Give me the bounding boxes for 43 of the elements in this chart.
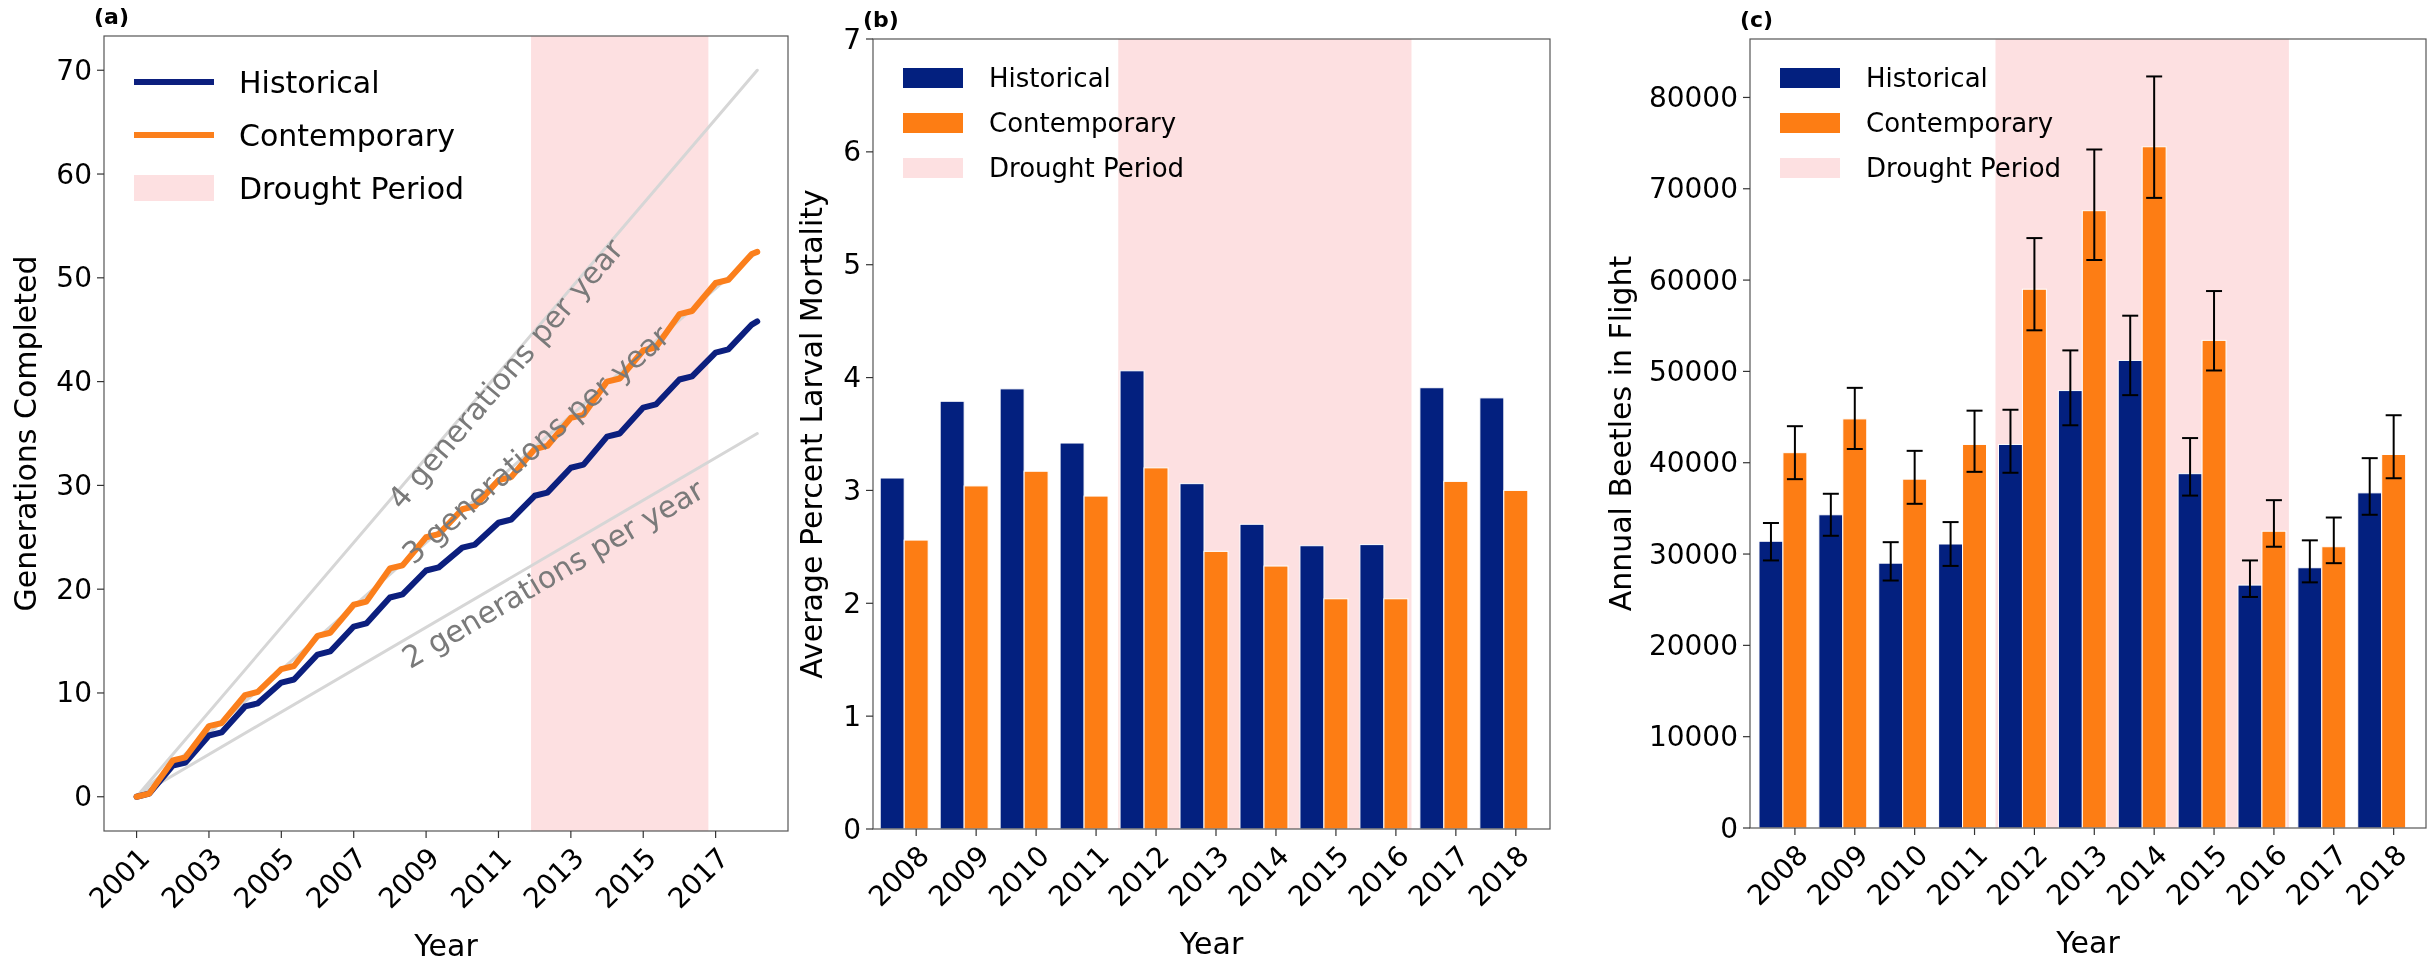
y-tick-label: 20000 bbox=[1648, 628, 1738, 662]
y-tick-label: 50 bbox=[56, 261, 92, 295]
band-label: Drought Period bbox=[239, 170, 465, 206]
y-tick-label: 70 bbox=[56, 53, 92, 87]
band-label: Drought Period bbox=[989, 153, 1185, 183]
y-tick-label: 10000 bbox=[1648, 720, 1738, 754]
y-tick-label: 2 bbox=[843, 586, 861, 620]
y-tick-label: 80000 bbox=[1648, 80, 1738, 114]
y-tick-label: 3 bbox=[843, 473, 861, 507]
chart-title: (b) bbox=[863, 7, 899, 32]
y-tick-label: 6 bbox=[843, 135, 861, 169]
y-tick-label: 60 bbox=[56, 157, 92, 191]
y-axis-title: Annual Beetles in Flight bbox=[1602, 255, 1638, 612]
y-tick-label: 20 bbox=[56, 572, 92, 606]
legend-label: Contemporary bbox=[989, 108, 1177, 138]
y-tick-label: 30 bbox=[56, 468, 92, 502]
y-tick-label: 60000 bbox=[1648, 263, 1738, 297]
y-tick-label: 7 bbox=[843, 22, 861, 56]
y-tick-label: 0 bbox=[74, 780, 92, 814]
y-tick-label: 40000 bbox=[1648, 446, 1738, 480]
legend-label: Historical bbox=[239, 64, 380, 100]
legend-label: Historical bbox=[1866, 63, 1988, 93]
y-tick-label: 40 bbox=[56, 365, 92, 399]
x-axis-title: Year bbox=[2055, 925, 2121, 960]
x-axis-title: Year bbox=[413, 928, 479, 963]
x-axis-title: Year bbox=[1178, 926, 1244, 961]
y-tick-label: 30000 bbox=[1648, 537, 1738, 571]
y-tick-label: 1 bbox=[843, 699, 861, 733]
y-axis-title: Average Percent Larval Mortality bbox=[793, 189, 829, 679]
legend-label: Historical bbox=[989, 63, 1111, 93]
y-tick-label: 70000 bbox=[1648, 172, 1738, 206]
y-tick-label: 10 bbox=[56, 676, 92, 710]
y-tick-label: 4 bbox=[843, 361, 861, 395]
legend-label: Contemporary bbox=[239, 117, 455, 153]
band-label: Drought Period bbox=[1866, 153, 2062, 183]
chart-title: (a) bbox=[94, 4, 129, 29]
y-tick-label: 0 bbox=[843, 812, 861, 846]
y-tick-label: 0 bbox=[1720, 811, 1738, 845]
y-axis-title: Generations Completed bbox=[7, 255, 43, 612]
chart-title: (c) bbox=[1740, 7, 1774, 32]
y-tick-label: 5 bbox=[843, 248, 861, 282]
y-tick-label: 50000 bbox=[1648, 354, 1738, 388]
legend-label: Contemporary bbox=[1866, 108, 2054, 138]
